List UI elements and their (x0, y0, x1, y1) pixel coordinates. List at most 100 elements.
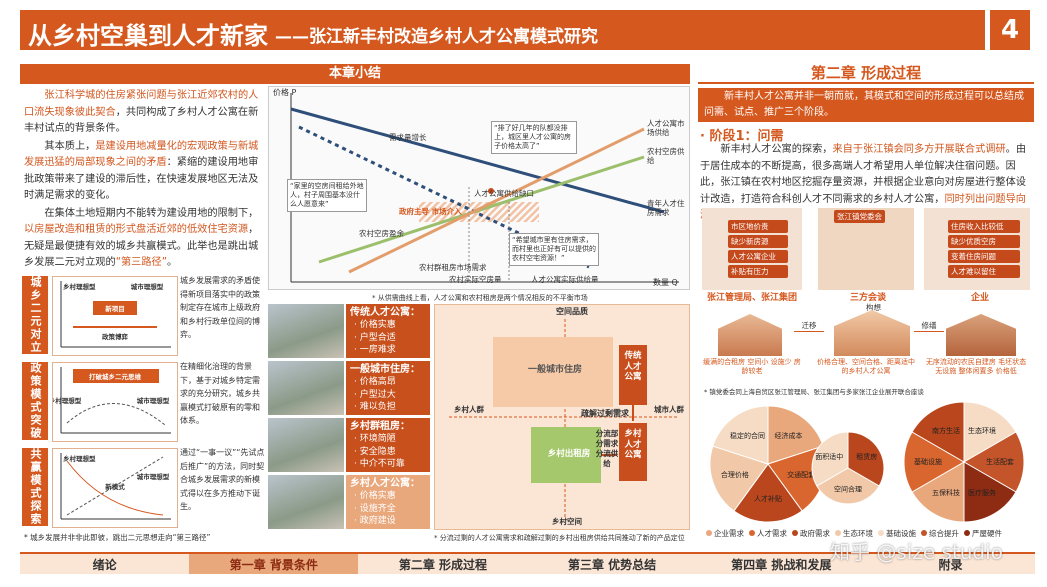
housing-types: 传统人才公寓： · 价格实惠 · 户型合适 · 一房难求 一般城市住房： · 价格高昂 · … (268, 304, 432, 530)
legend-item: 人才需求 (749, 526, 787, 540)
scene: 市区地价贵 缺少新房源 人才公寓企业 补贴有压力 张江镇党委会 住房收入比较低 缺少优质空房… (698, 206, 1034, 398)
tag: 补贴有压力 (728, 265, 788, 278)
text: 在集体土地短期内不能转为建设用地的限制下， (44, 207, 259, 219)
tag-list: 市区地价贵 缺少新房源 人才公寓企业 补贴有压力 (728, 220, 788, 280)
nav-item[interactable]: 第一章 背景条件 (189, 554, 359, 574)
model-label: 城乡二元对立 (22, 276, 48, 354)
legend-swatch (749, 530, 755, 536)
legend-label: 企业需求 (714, 528, 744, 538)
positioning-note: * 分流过剩的人才公寓需求和疏解过剩的乡村出租房供给共同推动了新的产品定位 (434, 534, 685, 542)
nav-item[interactable]: 第三章 优势总结 (568, 558, 657, 572)
type-feature: · 设施齐全 (354, 503, 396, 514)
diagram-label: 打破城乡二元思维 (89, 372, 142, 381)
photo (268, 304, 344, 358)
model-text: 通过“一事一议”“先试点后推广”的方法，同时契合城乡发展需求的新模式得以在多方推… (180, 448, 265, 511)
chart-label: 农村实际空房量 (449, 275, 502, 284)
actor: 企业 (970, 293, 989, 303)
diagram-box (73, 369, 159, 383)
tag: 缺少新房源 (728, 235, 788, 248)
legend-label: 综合提升 (929, 528, 959, 538)
city-housing-box (493, 337, 613, 407)
pie-wedge (709, 445, 769, 512)
diagram-label: 乡村理想型 (63, 282, 96, 291)
paragraph: 在集体土地短期内不能转为建设用地的限制下， 以房屋改造和租赁的形式盘活近郊的低效住… (24, 206, 264, 272)
quad-label: 空间品质 (556, 307, 588, 316)
model-text: 城乡发展需求的矛盾使得新项目落实中的政策制定存在城市上级政府和乡村行政单位间的博… (180, 276, 260, 339)
pie-group: 经济成本 交通配套 人才补贴 合理价格 稳定的合同 租赁房 空间合理 面积适中 生态环境 生活配套… (698, 398, 1034, 526)
legend-swatch (964, 530, 970, 536)
type-card: 乡村人才公寓： · 价格实惠 · 设施齐全 · 政府建设 (346, 475, 430, 529)
diagram-label: 新项目 (105, 304, 125, 313)
pie-label: 租赁房 (856, 452, 877, 461)
nav-item[interactable]: 绪论 (92, 558, 117, 572)
quad-label: 城市人群 (654, 405, 684, 414)
quad-label: 乡村人才公寓 (624, 429, 642, 460)
tag: 人才公寓企业 (728, 250, 788, 263)
quadrant-axes (449, 319, 679, 519)
house (834, 310, 910, 356)
nav-bar: 绪论 第一章 背景条件 第二章 形成过程 第三章 优势总结 第四章 挑战和发展 附录 (20, 552, 1035, 574)
type-feature: · 一房难求 (354, 345, 396, 355)
positioning-diagram: 空间品质 城市人群 乡村人群 乡村空间 一般城市住房 传统人才公寓 乡村出租房 乡村人才公寓 疏… (434, 304, 690, 530)
legend-item: 严屋硬件 (964, 526, 1002, 540)
pie-wedge (733, 463, 803, 523)
house (718, 314, 782, 356)
page-number: 4 (990, 10, 1030, 50)
quad-label: 乡村出租房 (547, 449, 591, 459)
move: 迁移 (794, 320, 824, 332)
legend-swatch (921, 530, 927, 536)
diagram-svg: 打破城乡二元思维乡村理想型 城市理想型 (49, 367, 171, 434)
description: 无序流动的农民自建房 毛坯状态 无设施 整体闲置多 价格低 (925, 358, 1027, 375)
type-feature: · 政府建设 (354, 516, 396, 526)
type-card: 一般城市住房： · 价格高昂 · 户型过大 · 难以负担 (346, 361, 430, 415)
actor: 张江管理局、张江集团 (706, 293, 797, 303)
pie-label: 五保科技 (932, 488, 960, 497)
quote: “希望城市里有住房需求，而村里也正好有可以提供的农村空宅资源！” (509, 233, 599, 266)
supply-chart: 价格 P 数量 Q 需求量增长 人才公寓市场供给 农村空房供给 青年人才住房需求 人才公寓供… (268, 86, 690, 290)
pie-label: 面积适中 (815, 452, 843, 461)
nav-item[interactable]: 附录 (938, 558, 963, 572)
apartment-supply-line (348, 127, 645, 274)
model-label: 共赢模式探索 (22, 448, 48, 526)
legend-swatch (706, 530, 712, 536)
legend-item: 生态环境 (835, 526, 873, 540)
diagram-label: 城市理想型 (131, 282, 164, 291)
highlight-text: 是建设用地减量化的宏观政策与新城发展迅猛的局部现象之间的矛盾 (24, 140, 259, 169)
section-heading: 本章小结 (20, 64, 690, 84)
quote: “排了好几年的队都没排上，城区里人才公寓的房子价格太高了” (491, 121, 577, 154)
nav-item[interactable]: 第四章 挑战和发展 (731, 558, 832, 572)
type-feature: · 价格实惠 (354, 491, 396, 501)
rental-demand-line (298, 125, 590, 269)
type-feature: · 环境简陋 (354, 434, 396, 444)
type-feature: · 价格高昂 (354, 377, 396, 387)
apartment-box (619, 345, 647, 405)
text: ：紧缩的建设用地审批政策带来了建设的滞后性，在快速发展地区无法及时满足需求的变化… (24, 157, 259, 201)
paragraph: 其本质上，是建设用地减量化的宏观政策与新城发展迅猛的局部现象之间的矛盾：紧缩的建… (24, 139, 264, 205)
pie-wedge (962, 431, 1025, 493)
chart-label: 人才公寓供给缺口 (474, 189, 534, 198)
pie-label: 经济成本 (774, 431, 802, 440)
subtitle: ——张江新丰村改造乡村人才公寓模式研究 (275, 27, 598, 47)
model-diagram: 乡村理想型 新模式 城市理想型 (52, 448, 178, 528)
rural-rental-box (531, 427, 601, 483)
quad-label: 一般城市住房 (527, 365, 582, 375)
rural-apartment-box (619, 423, 647, 481)
diagram-label: 城市理想型 (137, 472, 170, 481)
legend-label: 基础设施 (886, 528, 916, 538)
highlight-text: 来自于张江镇会同多方开展联合式调研 (832, 144, 1006, 155)
stage-title: · 阶段1：问需 (700, 129, 784, 144)
diagram-box (93, 301, 137, 315)
models-note: * 城乡发展并非非此即彼，跳出二元思想走向“第三路径” (24, 533, 211, 542)
legend-item: 基础设施 (878, 526, 916, 540)
pie-label: 医疗服务 (968, 488, 996, 497)
nav-item[interactable]: 第二章 形成过程 (398, 558, 488, 572)
type-name: 一般城市住房： (350, 364, 420, 375)
chart-label: 政府主导 市场介入 (399, 207, 462, 216)
chart-label: 人才公寓市场供给 (647, 119, 685, 137)
pie-label: 合理价格 (721, 470, 749, 479)
x-axis-label: 数量 Q (653, 278, 678, 287)
legend-swatch (878, 530, 884, 536)
house (946, 314, 1016, 356)
chart-label: 农村空房盈余 (359, 229, 404, 238)
